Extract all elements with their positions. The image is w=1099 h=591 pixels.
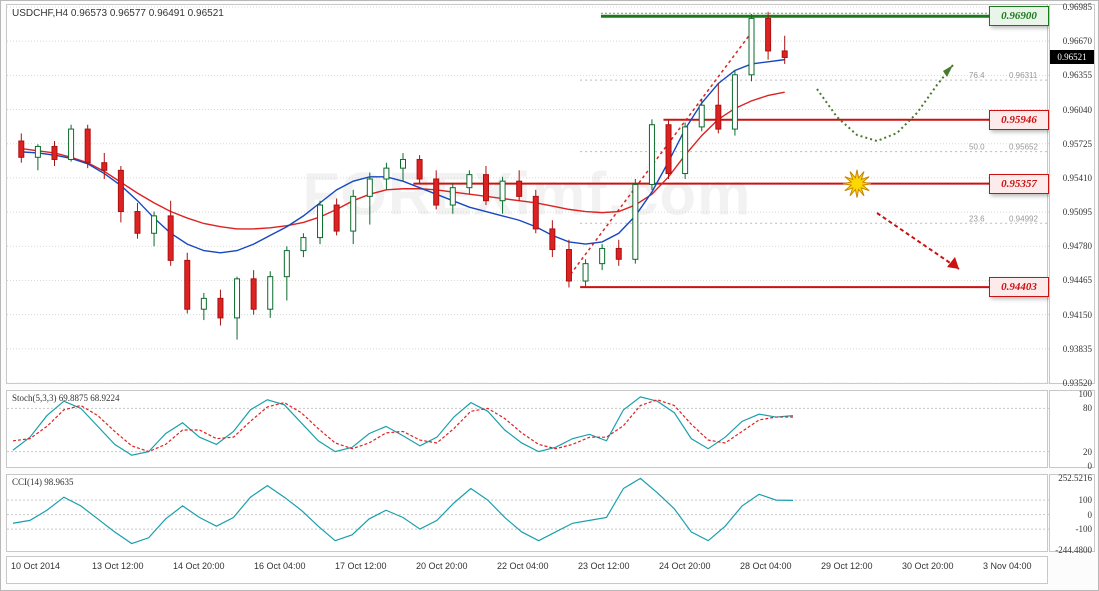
cci-tick: 100 (1079, 495, 1093, 505)
y-tick: 0.96040 (1063, 105, 1092, 115)
x-tick: 22 Oct 04:00 (497, 561, 549, 571)
cci-tick: 252.5216 (1058, 473, 1092, 483)
cci-y-axis: 252.5216 100 0 -100 -244.4800 (1049, 474, 1095, 552)
price-level-box: 0.95357 (989, 174, 1049, 194)
x-tick: 16 Oct 04:00 (254, 561, 306, 571)
cci-panel[interactable]: CCI(14) 98.9635 (6, 474, 1048, 552)
cci-tick: -100 (1076, 524, 1093, 534)
cci-tick: 0 (1088, 510, 1093, 520)
y-tick: 0.93520 (1063, 378, 1092, 388)
cci-svg (7, 475, 1047, 551)
svg-text:0.95652: 0.95652 (1009, 143, 1038, 152)
stoch-tick: 100 (1079, 389, 1093, 399)
main-chart-svg: 76.4 0.96311 50.0 0.95652 23.6 0.94992 (7, 5, 1047, 383)
x-tick: 10 Oct 2014 (11, 561, 60, 571)
y-tick: 0.94780 (1063, 241, 1092, 251)
y-tick: 0.96670 (1063, 36, 1092, 46)
price-level-box: 0.95946 (989, 110, 1049, 130)
stoch-tick: 0 (1088, 461, 1093, 471)
y-tick: 0.94465 (1063, 275, 1092, 285)
chart-title: USDCHF,H4 0.96573 0.96577 0.96491 0.9652… (12, 8, 224, 19)
x-tick: 14 Oct 20:00 (173, 561, 225, 571)
y-tick: 0.95410 (1063, 173, 1092, 183)
y-tick: 0.96355 (1063, 70, 1092, 80)
price-level-box: 0.96900 (989, 6, 1049, 26)
x-tick: 17 Oct 12:00 (335, 561, 387, 571)
svg-text:0.96311: 0.96311 (1009, 71, 1038, 80)
x-tick: 24 Oct 20:00 (659, 561, 711, 571)
y-tick: 0.96985 (1063, 2, 1092, 12)
svg-text:23.6: 23.6 (969, 214, 985, 223)
stoch-svg (7, 391, 1047, 467)
y-tick: 0.95725 (1063, 139, 1092, 149)
main-chart-panel[interactable]: USDCHF,H4 0.96573 0.96577 0.96491 0.9652… (6, 4, 1048, 384)
cci-label: CCI(14) 98.9635 (12, 477, 74, 487)
x-tick: 20 Oct 20:00 (416, 561, 468, 571)
y-tick: 0.95095 (1063, 207, 1092, 217)
y-tick: 0.94150 (1063, 310, 1092, 320)
stoch-y-axis: 0 20 80 100 (1049, 390, 1095, 468)
current-price-tag: 0.96521 (1050, 50, 1094, 64)
x-tick: 29 Oct 12:00 (821, 561, 873, 571)
x-tick: 28 Oct 04:00 (740, 561, 792, 571)
stochastic-panel[interactable]: Stoch(5,3,3) 69.8875 68.9224 (6, 390, 1048, 468)
price-level-box: 0.94403 (989, 277, 1049, 297)
svg-text:50.0: 50.0 (969, 143, 985, 152)
x-tick: 23 Oct 12:00 (578, 561, 630, 571)
main-y-axis: 0.935200.938350.941500.944650.947800.950… (1049, 4, 1095, 384)
y-tick: 0.93835 (1063, 344, 1092, 354)
x-tick: 3 Nov 04:00 (983, 561, 1032, 571)
svg-text:0.94992: 0.94992 (1009, 214, 1038, 223)
cci-tick: -244.4800 (1055, 545, 1092, 555)
stoch-tick: 80 (1083, 403, 1092, 413)
x-tick: 30 Oct 20:00 (902, 561, 954, 571)
stoch-label: Stoch(5,3,3) 69.8875 68.9224 (12, 393, 120, 403)
x-axis: 10 Oct 2014 13 Oct 12:00 14 Oct 20:00 16 Oc… (6, 556, 1048, 584)
stoch-tick: 20 (1083, 447, 1092, 457)
x-tick: 13 Oct 12:00 (92, 561, 144, 571)
svg-text:76.4: 76.4 (969, 71, 985, 80)
